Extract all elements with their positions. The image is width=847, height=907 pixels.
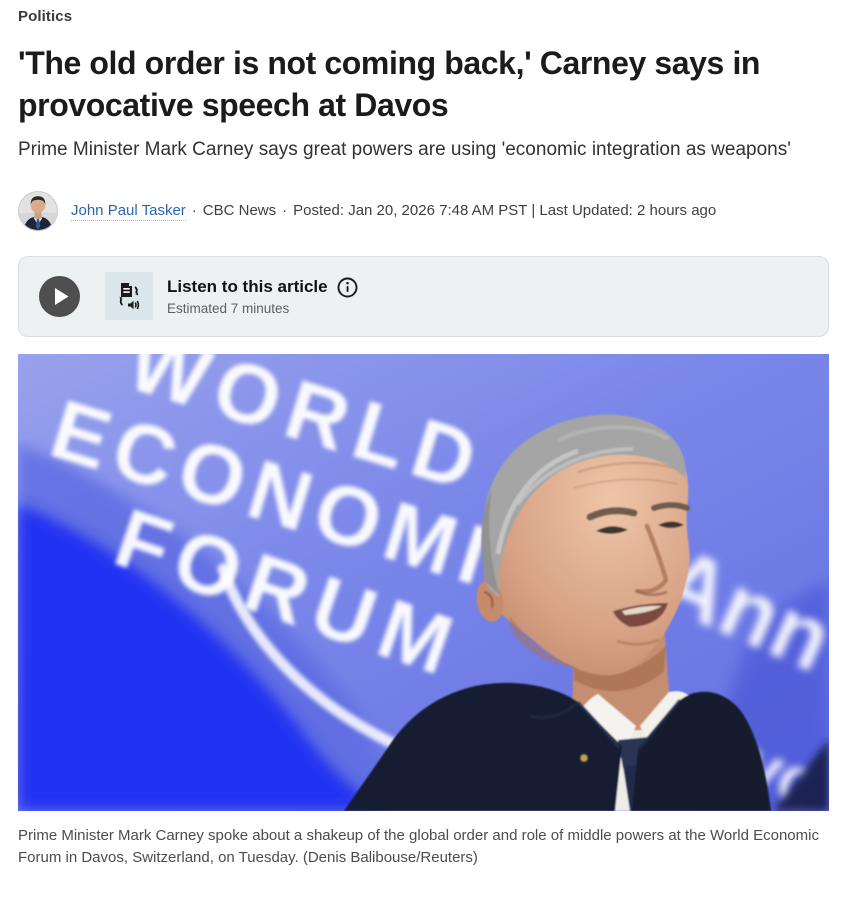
byline-separator: · — [282, 202, 288, 220]
byline-text: John Paul Tasker · CBC News · Posted: Jan 20… — [71, 202, 717, 222]
avatar-portrait-icon — [18, 190, 58, 231]
info-icon — [337, 277, 358, 298]
article-page: Politics 'The old order is not coming ba… — [18, 8, 829, 882]
hero-figure: WORLD ECONOMI FORUM Ann Davo — [18, 353, 829, 882]
byline-source: CBC News — [202, 202, 277, 220]
play-icon — [39, 275, 80, 317]
byline-separator: · — [191, 202, 197, 220]
hero-caption: Prime Minister Mark Carney spoke about a… — [18, 826, 819, 867]
author-avatar[interactable] — [18, 190, 58, 231]
category-link[interactable]: Politics — [18, 8, 73, 25]
text-to-speech-icon — [105, 272, 153, 321]
listen-estimate: Estimated 7 minutes — [167, 300, 290, 316]
listen-title: Listen to this article — [167, 277, 328, 297]
hero-person — [344, 414, 771, 811]
backdrop-bright-wedge — [18, 503, 383, 811]
byline-posted: Posted: Jan 20, 2026 7:48 AM PST | Last … — [293, 202, 717, 220]
byline: John Paul Tasker · CBC News · Posted: Jan 20… — [18, 190, 829, 231]
deck: Prime Minister Mark Carney says great po… — [18, 139, 791, 161]
info-button[interactable] — [337, 277, 358, 298]
author-link[interactable]: John Paul Tasker — [71, 202, 186, 222]
headline: 'The old order is not coming back,' Carn… — [18, 45, 761, 123]
listen-meta: Listen to this article Estimated 7 minut… — [167, 277, 358, 316]
listen-to-article-panel: Listen to this article Estimated 7 minut… — [18, 255, 829, 337]
hero-image: WORLD ECONOMI FORUM Ann Davo — [18, 353, 829, 811]
play-button[interactable] — [39, 275, 80, 317]
